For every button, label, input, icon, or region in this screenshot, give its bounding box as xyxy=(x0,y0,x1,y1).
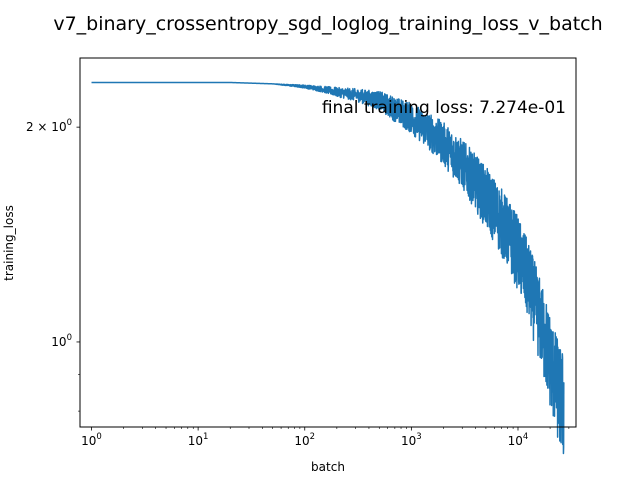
x-tick-label: 101 xyxy=(188,432,209,448)
final-loss-annotation: final training loss: 7.274e-01 xyxy=(322,98,566,118)
y-tick-label: 2 × 100 xyxy=(26,118,72,134)
x-tick-label: 103 xyxy=(401,432,422,448)
x-tick-label: 102 xyxy=(294,432,315,448)
y-axis-label: training_loss xyxy=(2,205,16,281)
x-axis: 100 101 102 103 104 xyxy=(81,427,570,448)
y-tick-label: 100 xyxy=(51,333,72,349)
axes-frame xyxy=(79,57,577,428)
chart-title: v7_binary_crossentropy_sgd_loglog_traini… xyxy=(53,13,602,35)
x-tick-label: 104 xyxy=(508,432,529,448)
x-tick-label: 100 xyxy=(81,432,102,448)
plot-area xyxy=(90,81,565,455)
x-axis-label: batch xyxy=(311,460,345,474)
training-loss-line xyxy=(90,81,565,455)
y-axis: 2 × 100 100 xyxy=(26,118,80,412)
